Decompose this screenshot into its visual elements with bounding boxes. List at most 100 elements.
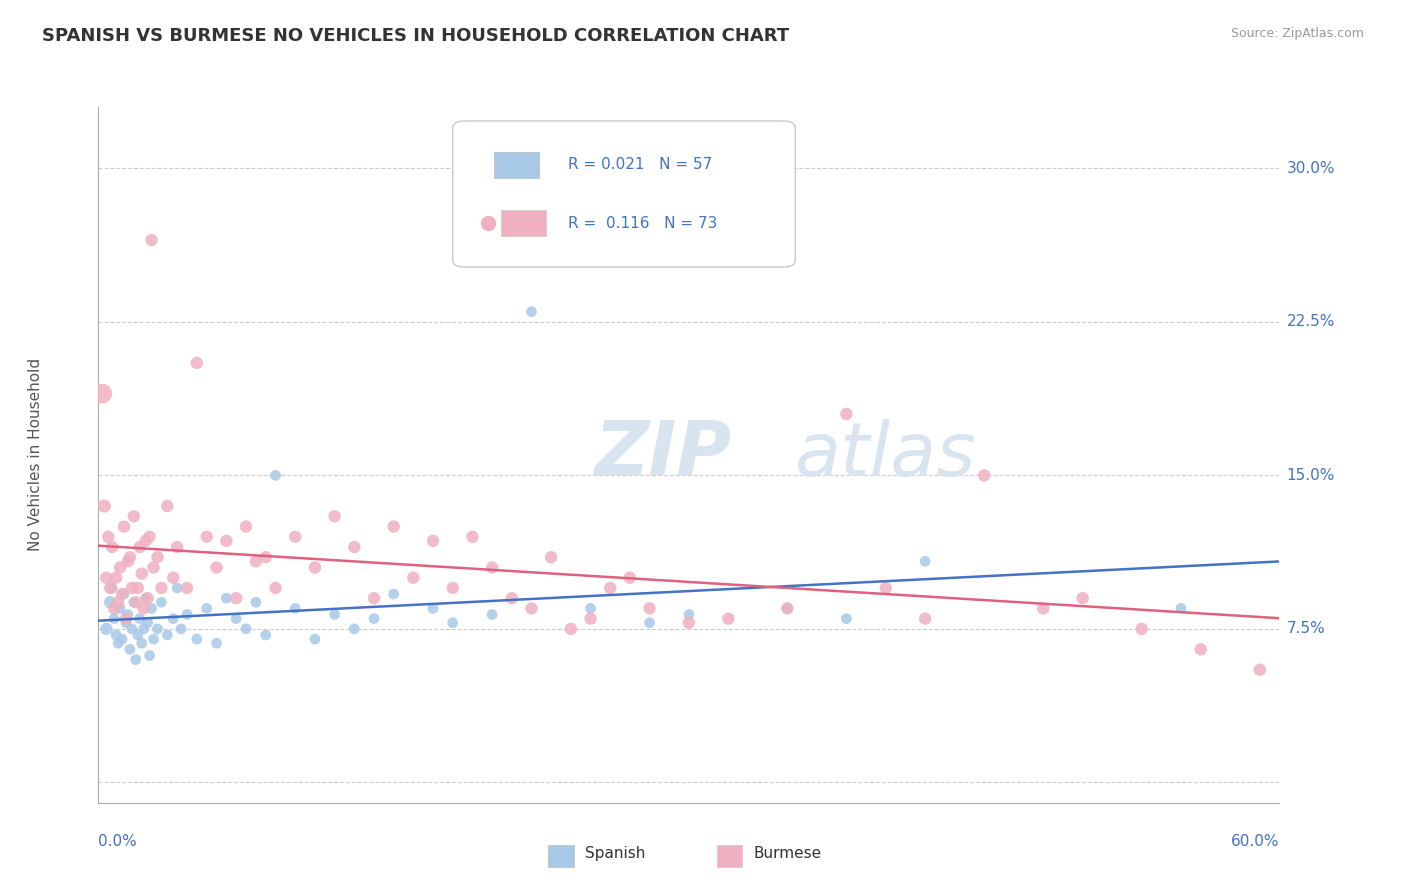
Point	[678, 615, 700, 630]
Point	[138, 530, 160, 544]
Point	[520, 304, 543, 318]
Point	[115, 612, 138, 626]
Point	[914, 554, 936, 568]
Point	[105, 628, 128, 642]
Point	[132, 622, 155, 636]
Text: 22.5%: 22.5%	[1286, 314, 1334, 329]
Point	[118, 550, 141, 565]
Text: 30.0%: 30.0%	[1286, 161, 1334, 176]
Point	[205, 636, 228, 650]
Point	[619, 571, 641, 585]
FancyBboxPatch shape	[453, 121, 796, 267]
Point	[118, 642, 141, 657]
Text: Burmese: Burmese	[754, 847, 821, 861]
Point	[638, 601, 661, 615]
Point	[304, 560, 326, 574]
Point	[112, 587, 135, 601]
Point	[363, 612, 385, 626]
Point	[141, 233, 163, 247]
Point	[540, 550, 562, 565]
Point	[122, 595, 145, 609]
Point	[107, 636, 129, 650]
Point	[101, 540, 124, 554]
Point	[111, 632, 134, 646]
Point	[156, 499, 179, 513]
Point	[215, 591, 238, 606]
Point	[122, 509, 145, 524]
Point	[343, 622, 366, 636]
Point	[121, 622, 143, 636]
Point	[117, 607, 139, 622]
Point	[146, 622, 169, 636]
Point	[599, 581, 621, 595]
Text: 0.0%: 0.0%	[98, 834, 138, 849]
Point	[166, 581, 188, 595]
Point	[254, 628, 277, 642]
Point	[111, 587, 134, 601]
Point	[117, 554, 139, 568]
Text: SPANISH VS BURMESE NO VEHICLES IN HOUSEHOLD CORRELATION CHART: SPANISH VS BURMESE NO VEHICLES IN HOUSEH…	[42, 27, 789, 45]
Point	[776, 601, 799, 615]
Point	[235, 519, 257, 533]
Point	[108, 560, 131, 574]
Point	[142, 632, 165, 646]
Point	[205, 560, 228, 574]
Point	[150, 595, 173, 609]
Point	[166, 540, 188, 554]
Point	[284, 530, 307, 544]
Text: 7.5%: 7.5%	[1286, 622, 1326, 636]
Point	[141, 601, 163, 615]
Point	[107, 595, 129, 609]
Point	[382, 587, 405, 601]
Point	[125, 652, 148, 666]
Point	[96, 622, 118, 636]
Point	[835, 612, 858, 626]
Point	[835, 407, 858, 421]
Point	[136, 591, 159, 606]
Point	[142, 560, 165, 574]
Point	[323, 607, 346, 622]
Point	[481, 607, 503, 622]
Point	[138, 648, 160, 663]
Point	[402, 571, 425, 585]
Point	[1249, 663, 1271, 677]
Point	[195, 530, 218, 544]
Point	[101, 581, 124, 595]
Point	[363, 591, 385, 606]
FancyBboxPatch shape	[494, 152, 538, 178]
Text: Spanish: Spanish	[585, 847, 645, 861]
Point	[501, 591, 523, 606]
Point	[195, 601, 218, 615]
Point	[441, 581, 464, 595]
Text: Source: ZipAtlas.com: Source: ZipAtlas.com	[1230, 27, 1364, 40]
Point	[176, 581, 198, 595]
Text: R = 0.021   N = 57: R = 0.021 N = 57	[568, 157, 713, 172]
Point	[150, 581, 173, 595]
Point	[97, 530, 120, 544]
Point	[132, 601, 155, 615]
Point	[461, 530, 484, 544]
Point	[125, 595, 148, 609]
Point	[91, 386, 114, 401]
Point	[112, 519, 135, 533]
Text: No Vehicles in Household: No Vehicles in Household	[28, 359, 42, 551]
Point	[98, 581, 121, 595]
Point	[127, 628, 149, 642]
Point	[776, 601, 799, 615]
Text: ZIP: ZIP	[595, 418, 731, 491]
Point	[93, 499, 115, 513]
Point	[127, 581, 149, 595]
Point	[264, 581, 287, 595]
Point	[136, 615, 159, 630]
Point	[441, 615, 464, 630]
Point	[176, 607, 198, 622]
Point	[264, 468, 287, 483]
Point	[103, 601, 125, 615]
Point	[96, 571, 118, 585]
Point	[128, 540, 150, 554]
Point	[162, 571, 184, 585]
Text: R =  0.116   N = 73: R = 0.116 N = 73	[568, 216, 718, 231]
Point	[638, 615, 661, 630]
Point	[162, 612, 184, 626]
Text: atlas: atlas	[796, 419, 977, 491]
